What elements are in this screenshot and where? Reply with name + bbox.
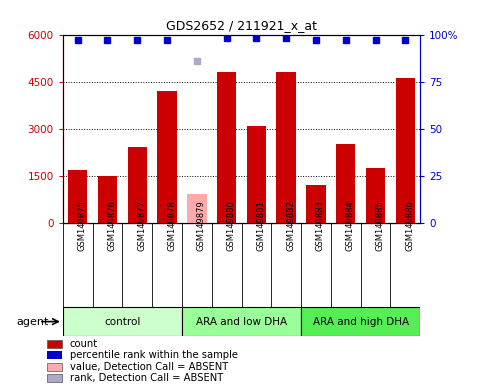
Text: control: control — [104, 316, 141, 327]
Text: GSM149883: GSM149883 — [316, 200, 325, 251]
Text: rank, Detection Call = ABSENT: rank, Detection Call = ABSENT — [70, 373, 223, 383]
Text: ARA and low DHA: ARA and low DHA — [196, 316, 287, 327]
Text: ARA and high DHA: ARA and high DHA — [313, 316, 409, 327]
Bar — [68, 170, 87, 223]
Text: GSM149886: GSM149886 — [405, 200, 414, 251]
Bar — [47, 339, 62, 348]
Bar — [157, 91, 177, 223]
Bar — [396, 78, 415, 223]
Text: GSM149884: GSM149884 — [346, 200, 355, 251]
Text: GSM149879: GSM149879 — [197, 200, 206, 251]
Text: GSM149880: GSM149880 — [227, 200, 236, 251]
Bar — [63, 307, 182, 336]
Bar — [217, 72, 236, 223]
Text: GSM149877: GSM149877 — [137, 200, 146, 251]
Bar — [47, 362, 62, 371]
Bar — [47, 374, 62, 382]
Text: GSM149885: GSM149885 — [376, 200, 384, 251]
Text: GSM149876: GSM149876 — [108, 200, 116, 251]
Bar — [336, 144, 355, 223]
Bar — [187, 195, 207, 223]
Text: GSM149882: GSM149882 — [286, 200, 295, 251]
Bar — [366, 168, 385, 223]
Text: agent: agent — [16, 316, 48, 327]
Text: GSM149875: GSM149875 — [78, 200, 86, 251]
Bar — [128, 147, 147, 223]
Bar — [276, 72, 296, 223]
Text: count: count — [70, 339, 98, 349]
Bar — [182, 307, 301, 336]
Bar — [47, 351, 62, 359]
Bar — [306, 185, 326, 223]
Bar — [247, 126, 266, 223]
Text: GSM149878: GSM149878 — [167, 200, 176, 251]
Bar — [98, 176, 117, 223]
Text: value, Detection Call = ABSENT: value, Detection Call = ABSENT — [70, 362, 228, 372]
Text: GSM149881: GSM149881 — [256, 200, 265, 251]
Text: percentile rank within the sample: percentile rank within the sample — [70, 350, 238, 360]
Bar — [301, 307, 420, 336]
Text: GDS2652 / 211921_x_at: GDS2652 / 211921_x_at — [166, 19, 317, 32]
